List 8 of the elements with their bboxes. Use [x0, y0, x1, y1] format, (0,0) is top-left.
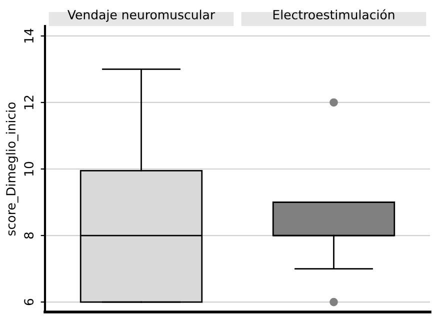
x-tick-label: Electroestimulación — [273, 9, 394, 20]
y-tick-label: 10 — [24, 162, 34, 176]
y-axis-title: score_Dimeglio_inicio — [6, 102, 18, 236]
y-tick-label: 12 — [24, 96, 34, 110]
y-tick-label: 8 — [24, 232, 34, 239]
x-tick-label: Vendaje neuromuscular — [68, 10, 216, 22]
y-tick-label: 14 — [24, 28, 34, 43]
y-tick-label: 6 — [24, 298, 34, 306]
